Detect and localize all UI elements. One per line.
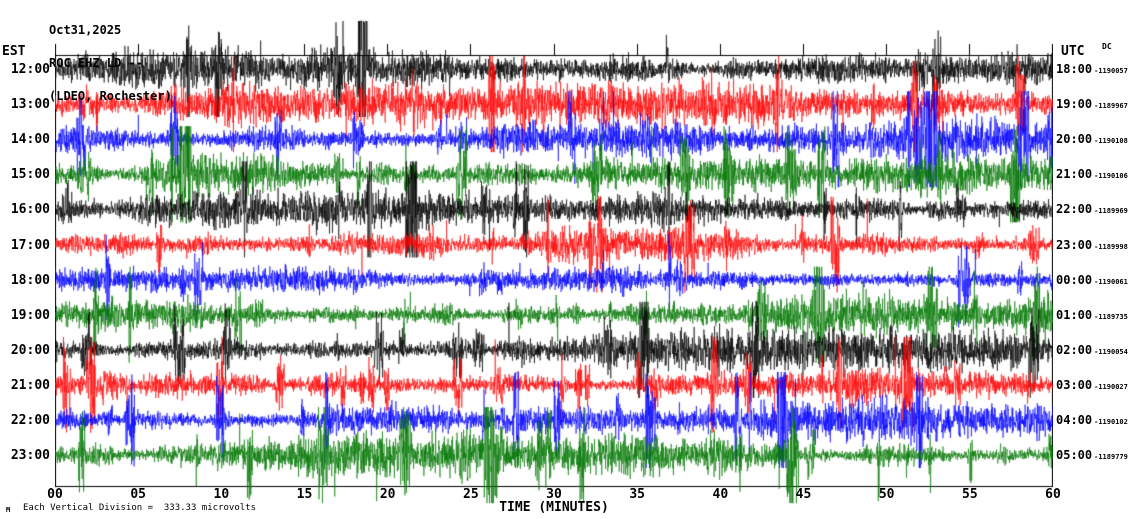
utc-time-label: 05:00 -1189779 <box>1056 448 1128 462</box>
dc-offset-value: -1189967 <box>1094 102 1128 111</box>
utc-hour: 04:00 <box>1056 413 1093 427</box>
x-tick-label: 05 <box>130 487 146 502</box>
x-axis-title: TIME (MINUTES) <box>499 500 609 515</box>
utc-time-label: 23:00 -1189998 <box>1056 238 1128 252</box>
est-time-label: 16:00 <box>10 202 50 218</box>
dc-offset-value: -1190106 <box>1094 172 1128 181</box>
est-time-label: 23:00 <box>10 448 50 464</box>
utc-time-label: 21:00 -1190106 <box>1056 167 1128 181</box>
est-time-label: 13:00 <box>10 97 50 113</box>
utc-time-label: 00:00 -1190061 <box>1056 273 1128 287</box>
dc-offset-value: -1190061 <box>1094 277 1128 286</box>
seismogram-canvas <box>55 0 1053 519</box>
utc-time-label: 19:00 -1189967 <box>1056 97 1128 111</box>
header-date: Oct31,2025 <box>49 23 122 37</box>
utc-time-label: 03:00 -1190027 <box>1056 378 1128 392</box>
dc-label: DC <box>1102 42 1112 51</box>
utc-hour: 22:00 <box>1056 202 1093 217</box>
x-tick-label: 40 <box>712 487 729 502</box>
dc-offset-value: -1189998 <box>1094 242 1128 251</box>
left-timezone-label: EST <box>2 44 26 59</box>
utc-hour: 19:00 <box>1056 97 1093 112</box>
utc-hour: 23:00 <box>1056 237 1093 252</box>
x-tick-label: 30 <box>546 487 562 502</box>
dc-offset-value: -1190057 <box>1094 67 1128 75</box>
x-tick-label: 60 <box>1045 487 1061 502</box>
utc-hour: 02:00 <box>1056 342 1093 357</box>
logo-mark: M <box>6 506 11 514</box>
est-time-label: 20:00 <box>10 342 50 358</box>
header-station: ROC EHZ LD -- <box>49 56 143 70</box>
x-tick-label: 10 <box>213 487 230 502</box>
x-tick-label: 25 <box>463 487 479 502</box>
dc-offset-value: -1189969 <box>1094 207 1128 216</box>
x-tick-label: 00 <box>47 487 63 502</box>
x-tick-label: 20 <box>379 487 396 502</box>
est-time-label: 21:00 <box>10 377 50 393</box>
dc-offset-value: -1190102 <box>1094 418 1128 426</box>
utc-time-label: 04:00 -1190102 <box>1056 413 1128 427</box>
header-location: (LDEO, Rochester) <box>49 89 172 103</box>
scale-note: Each Vertical Division = 333.33 microvol… <box>23 503 256 513</box>
right-timezone-label: UTC <box>1061 44 1085 59</box>
x-tick-label: 50 <box>878 487 895 502</box>
est-time-label: 18:00 <box>10 272 50 288</box>
est-time-label: 17:00 <box>10 237 50 253</box>
dc-offset-value: -1190027 <box>1094 382 1128 391</box>
dc-offset-value: -1190054 <box>1094 347 1128 356</box>
utc-time-label: 01:00 -1189735 <box>1056 308 1128 322</box>
utc-hour: 18:00 <box>1056 62 1093 76</box>
utc-hour: 01:00 <box>1056 307 1093 322</box>
header: Oct31,2025 ROC EHZ LD -- (LDEO, Rocheste… <box>49 3 172 124</box>
x-tick-label: 35 <box>629 487 645 502</box>
utc-hour: 20:00 <box>1056 132 1093 147</box>
utc-hour: 05:00 <box>1056 448 1093 463</box>
dc-offset-value: -1189735 <box>1094 312 1128 321</box>
x-tick-label: 45 <box>795 487 812 502</box>
est-time-label: 15:00 <box>10 167 50 183</box>
utc-time-label: 22:00 -1189969 <box>1056 202 1128 216</box>
est-time-label: 12:00 <box>10 62 50 77</box>
dc-offset-value: -1190108 <box>1094 137 1128 146</box>
est-time-label: 22:00 <box>10 413 50 428</box>
utc-time-label: 18:00 -1190057 <box>1056 62 1128 76</box>
utc-hour: 21:00 <box>1056 167 1093 182</box>
utc-hour: 00:00 <box>1056 272 1093 287</box>
x-tick-label: 55 <box>962 487 978 502</box>
est-time-label: 14:00 <box>10 132 50 148</box>
dc-offset-value: -1189779 <box>1094 453 1128 462</box>
x-tick-label: 15 <box>296 487 313 502</box>
utc-time-label: 20:00 -1190108 <box>1056 132 1128 146</box>
utc-time-label: 02:00 -1190054 <box>1056 343 1128 357</box>
utc-hour: 03:00 <box>1056 377 1093 392</box>
est-time-label: 19:00 <box>10 307 50 323</box>
